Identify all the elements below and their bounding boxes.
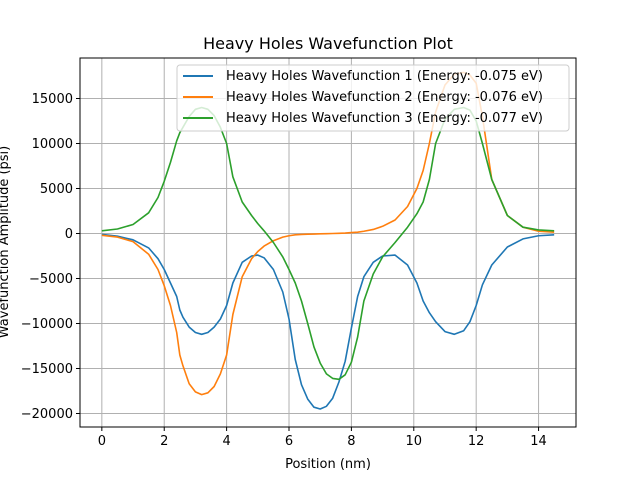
x-tick-label: 10 — [406, 434, 423, 449]
legend-label-series-2: Heavy Holes Wavefunction 2 (Energy: -0.0… — [226, 90, 543, 105]
x-tick-label: 12 — [468, 434, 485, 449]
y-tick-label: −20000 — [21, 407, 73, 422]
y-axis-label: Wavefunction Amplitude (psi) — [0, 146, 12, 338]
series-line-1 — [101, 233, 555, 410]
x-tick-label: 6 — [285, 434, 293, 449]
ticks: 0 2 4 6 8 10 12 14 −20000 −15000 −10000 −5000 0 5000 1… — [21, 92, 547, 449]
x-tick-label: 14 — [530, 434, 547, 449]
y-tick-label: 15000 — [32, 92, 73, 107]
legend-label-series-1: Heavy Holes Wavefunction 1 (Energy: -0.0… — [226, 69, 543, 84]
chart-title: Heavy Holes Wavefunction Plot — [203, 34, 453, 53]
x-tick-label: 2 — [160, 434, 168, 449]
x-tick-label: 8 — [347, 434, 355, 449]
y-tick-label: 10000 — [32, 137, 73, 152]
legend-box — [176, 64, 570, 132]
y-tick-label: −15000 — [21, 362, 73, 377]
x-axis-label: Position (nm) — [285, 457, 371, 472]
y-tick-label: 5000 — [40, 182, 73, 197]
legend-label-series-3: Heavy Holes Wavefunction 3 (Energy: -0.0… — [226, 111, 543, 126]
y-tick-label: −10000 — [21, 317, 73, 332]
legend: Heavy Holes Wavefunction 1 (Energy: -0.0… — [176, 64, 570, 132]
y-tick-label: 0 — [65, 227, 73, 242]
plot-area-frame — [79, 57, 577, 428]
x-tick-label: 4 — [222, 434, 230, 449]
x-tick-label: 0 — [98, 434, 106, 449]
y-tick-label: −5000 — [29, 272, 73, 287]
